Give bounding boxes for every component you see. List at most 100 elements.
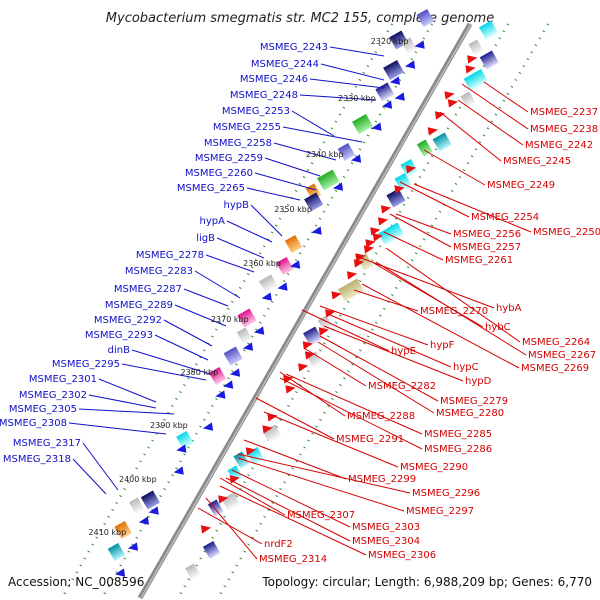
forward-gene-label: MSMEG_2314	[259, 554, 327, 565]
reverse-label-connector	[264, 157, 321, 177]
forward-gene-label: MSMEG_2288	[347, 411, 415, 422]
connector-layer	[68, 46, 532, 560]
forward-gene-label: MSMEG_2290	[400, 462, 468, 473]
gene-feature-42	[221, 492, 241, 512]
gene-feature-20	[114, 520, 132, 540]
strand-arrow-fwd-4	[434, 111, 446, 120]
forward-label-connector	[375, 261, 527, 356]
forward-gene-label: MSMEG_2254	[471, 212, 539, 223]
strand-arrow-rev-4	[382, 100, 393, 109]
strand-arrow-fwd-23	[283, 375, 294, 384]
gene-feature-3	[383, 59, 404, 81]
forward-gene-label: hypD	[465, 376, 492, 387]
reverse-gene-label: MSMEG_2260	[185, 168, 253, 179]
strand-arrow-rev-12	[254, 326, 265, 335]
gene-feature-13	[237, 308, 257, 328]
forward-gene-label: MSMEG_2242	[525, 140, 593, 151]
strand-arrow-rev-14	[229, 368, 241, 377]
reverse-label-connector	[121, 363, 207, 381]
strand-arrow-rev-15	[223, 380, 234, 389]
gene-feature-15	[223, 346, 243, 366]
strand-arrow-rev-0	[414, 40, 425, 49]
reverse-label-connector	[131, 349, 211, 375]
forward-label-connector	[237, 457, 405, 512]
forward-gene-label: hybA	[496, 303, 522, 314]
forward-gene-label: MSMEG_2264	[522, 337, 590, 348]
reverse-label-connector	[163, 319, 213, 347]
reverse-gene-label: hypA	[200, 216, 226, 227]
strand-arrow-fwd-15	[353, 259, 365, 268]
forward-gene-label: MSMEG_2282	[368, 381, 436, 392]
kbp-tick-label: 2380 kbp	[181, 368, 219, 377]
forward-gene-label: MSMEG_2285	[424, 429, 492, 440]
strand-arrow-rev-10	[277, 282, 288, 291]
gene-feature-10	[284, 234, 303, 254]
gene-feature-21	[107, 542, 126, 562]
forward-gene-label: MSMEG_2238	[530, 124, 598, 135]
strand-arrow-fwd-19	[318, 327, 329, 336]
gene-feature-36	[303, 326, 323, 346]
gene-feature-19	[129, 497, 145, 515]
gene-feature-32	[378, 222, 405, 246]
gene-feature-45	[185, 563, 201, 581]
reverse-label-connector	[273, 142, 337, 161]
reverse-label-connector	[216, 237, 265, 259]
forward-gene-label: MSMEG_2270	[420, 306, 488, 317]
reverse-label-connector	[68, 422, 167, 435]
reverse-label-connector	[72, 458, 107, 495]
forward-gene-label: hypE	[391, 346, 416, 357]
reverse-gene-label: MSMEG_2255	[213, 122, 281, 133]
strand-arrow-fwd-7	[394, 185, 405, 194]
forward-label-connector	[423, 149, 486, 186]
strand-arrow-rev-11	[261, 292, 272, 301]
forward-strand-labels: MSMEG_2237 MSMEG_2238 MSMEG_2242 MSMEG_2245…	[259, 107, 600, 565]
strand-arrow-rev-3	[394, 92, 405, 101]
reverse-gene-label: MSMEG_2265	[177, 183, 245, 194]
forward-gene-label: MSMEG_2237	[530, 107, 598, 118]
forward-label-connector	[323, 325, 464, 382]
gene-feature-22	[478, 20, 499, 40]
strand-arrow-fwd-18	[325, 309, 336, 318]
strand-arrow-rev-16	[215, 390, 226, 399]
kbp-tick-label: 2340 kbp	[306, 150, 344, 159]
reverse-gene-label: MSMEG_2308	[0, 418, 67, 429]
reverse-gene-label: MSMEG_2301	[29, 374, 97, 385]
forward-label-connector	[353, 289, 419, 312]
reverse-label-connector	[88, 394, 157, 409]
gene-feature-40	[233, 451, 250, 469]
reverse-gene-label: dinB	[108, 345, 130, 356]
forward-label-connector	[237, 453, 411, 494]
forward-label-connector	[483, 81, 529, 113]
strand-arrow-fwd-3	[447, 99, 459, 108]
gene-feature-25	[463, 68, 488, 92]
reverse-label-connector	[183, 288, 229, 307]
forward-gene-label: MSMEG_2297	[406, 506, 474, 517]
gene-feature-16	[208, 366, 227, 386]
kbp-tick-layer: 2320 kbp 2330 kbp 2340 kbp 2350 kbp 2360 kbp…	[89, 37, 409, 537]
reverse-gene-label: MSMEG_2258	[204, 138, 272, 149]
strand-arrow-fwd-9	[377, 217, 389, 226]
reverse-label-connector	[205, 254, 255, 273]
strand-arrow-fwd-2	[444, 91, 455, 100]
forward-label-connector	[395, 213, 452, 235]
gene-feature-24	[479, 50, 499, 70]
forward-label-connector	[219, 477, 286, 516]
gene-feature-18	[140, 490, 160, 510]
gene-feature-43	[207, 499, 224, 517]
kbp-tick-label: 2360 kbp	[243, 259, 281, 268]
forward-gene-label: hypC	[453, 362, 479, 373]
kbp-tick-label: 2330 kbp	[338, 94, 376, 103]
reverse-gene-label: MSMEG_2248	[230, 90, 298, 101]
gene-feature-44	[202, 540, 221, 560]
forward-label-connector	[279, 377, 423, 450]
kbp-tick-label: 2350 kbp	[274, 205, 312, 214]
gene-feature-5	[352, 113, 373, 135]
reverse-gene-label: MSMEG_2283	[125, 266, 193, 277]
strand-arrow-fwd-12	[365, 239, 376, 248]
strand-arrow-fwd-8	[380, 205, 392, 214]
strand-arrow-fwd-27	[245, 447, 256, 456]
forward-gene-label: MSMEG_2306	[368, 550, 436, 561]
kbp-tick-label: 2390 kbp	[150, 421, 188, 430]
forward-label-connector	[399, 181, 470, 218]
strand-arrow-fwd-13	[363, 245, 375, 254]
